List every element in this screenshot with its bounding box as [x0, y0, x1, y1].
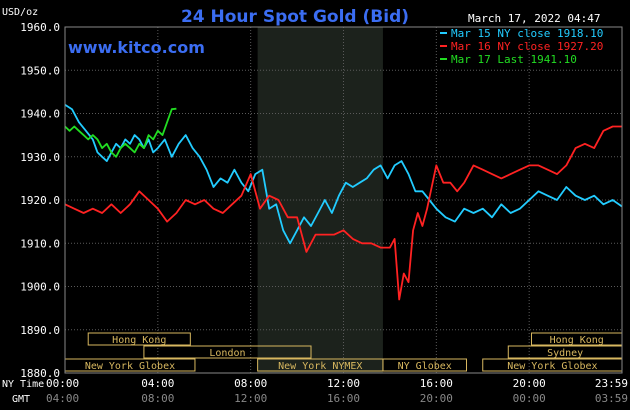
chart-title: 24 Hour Spot Gold (Bid)	[181, 7, 409, 27]
x-tick-label-ny: 00:00	[46, 377, 79, 390]
x-tick-label-ny: 04:00	[141, 377, 174, 390]
session-label: New York Globex	[85, 361, 175, 372]
y-tick-label: 1910.0	[20, 237, 60, 250]
legend-label: Mar 15 NY close 1918.10	[451, 27, 603, 40]
x-tick-label-gmt: 12:00	[234, 392, 267, 405]
x-tick-label-gmt: 03:59	[595, 392, 628, 405]
price-series	[64, 104, 623, 301]
session-label: New York NYMEX	[278, 361, 362, 372]
x-tick-label-ny: 16:00	[420, 377, 453, 390]
x-tick-label-ny: 23:59	[595, 377, 628, 390]
session-label: Sydney	[547, 348, 583, 359]
y-tick-label: 1930.0	[20, 151, 60, 164]
session-box	[143, 345, 312, 359]
session-box	[382, 358, 468, 372]
y-tick-labels: 1960.0 1950.0 1940.0 1930.0 1920.0 1910.0 1900…	[20, 21, 60, 380]
series-line	[64, 104, 623, 245]
x-tick-labels: 00:00 04:00 04:00 08:00 08:00 12:00 12:00 16:00…	[46, 377, 628, 405]
series-line	[64, 125, 622, 301]
y-tick-label: 1900.0	[20, 281, 60, 294]
x-tick-label-ny: 08:00	[234, 377, 267, 390]
series-line	[64, 107, 177, 158]
legend-label: Mar 16 NY close 1927.20	[451, 40, 603, 53]
market-sessions: Hong Kong London New York Globex New York N…	[64, 332, 623, 372]
y-tick-label: 1880.0	[20, 367, 60, 380]
x-tick-label-ny: 20:00	[513, 377, 546, 390]
legend-label: Mar 17 Last 1941.10	[451, 53, 577, 66]
session-label: Hong Kong	[112, 335, 166, 346]
y-tick-label: 1890.0	[20, 324, 60, 337]
session-label: New York Globex	[507, 361, 597, 372]
y-tick-label: 1920.0	[20, 194, 60, 207]
session-label: London	[209, 348, 245, 359]
x-tick-label-gmt: 08:00	[141, 392, 174, 405]
y-axis-unit-label: USD/oz	[2, 7, 38, 18]
session-box	[87, 332, 191, 346]
x-tick-label-gmt: 00:00	[513, 392, 546, 405]
y-tick-label: 1950.0	[20, 64, 60, 77]
x-tick-label-gmt: 16:00	[327, 392, 360, 405]
y-tick-label: 1960.0	[20, 21, 60, 34]
plot-border	[64, 26, 623, 374]
website-label: www.kitco.com	[68, 38, 205, 57]
y-tick-label: 1940.0	[20, 108, 60, 121]
gmt-row-label: GMT	[12, 394, 30, 405]
session-label: NY Globex	[398, 361, 452, 372]
ny-time-row-label: NY Time	[2, 379, 44, 390]
date-label: March 17, 2022 04:47	[468, 12, 600, 25]
x-tick-label-gmt: 04:00	[46, 392, 79, 405]
x-tick-label-gmt: 20:00	[420, 392, 453, 405]
x-tick-label-ny: 12:00	[327, 377, 360, 390]
session-label: Hong Kong	[550, 335, 604, 346]
